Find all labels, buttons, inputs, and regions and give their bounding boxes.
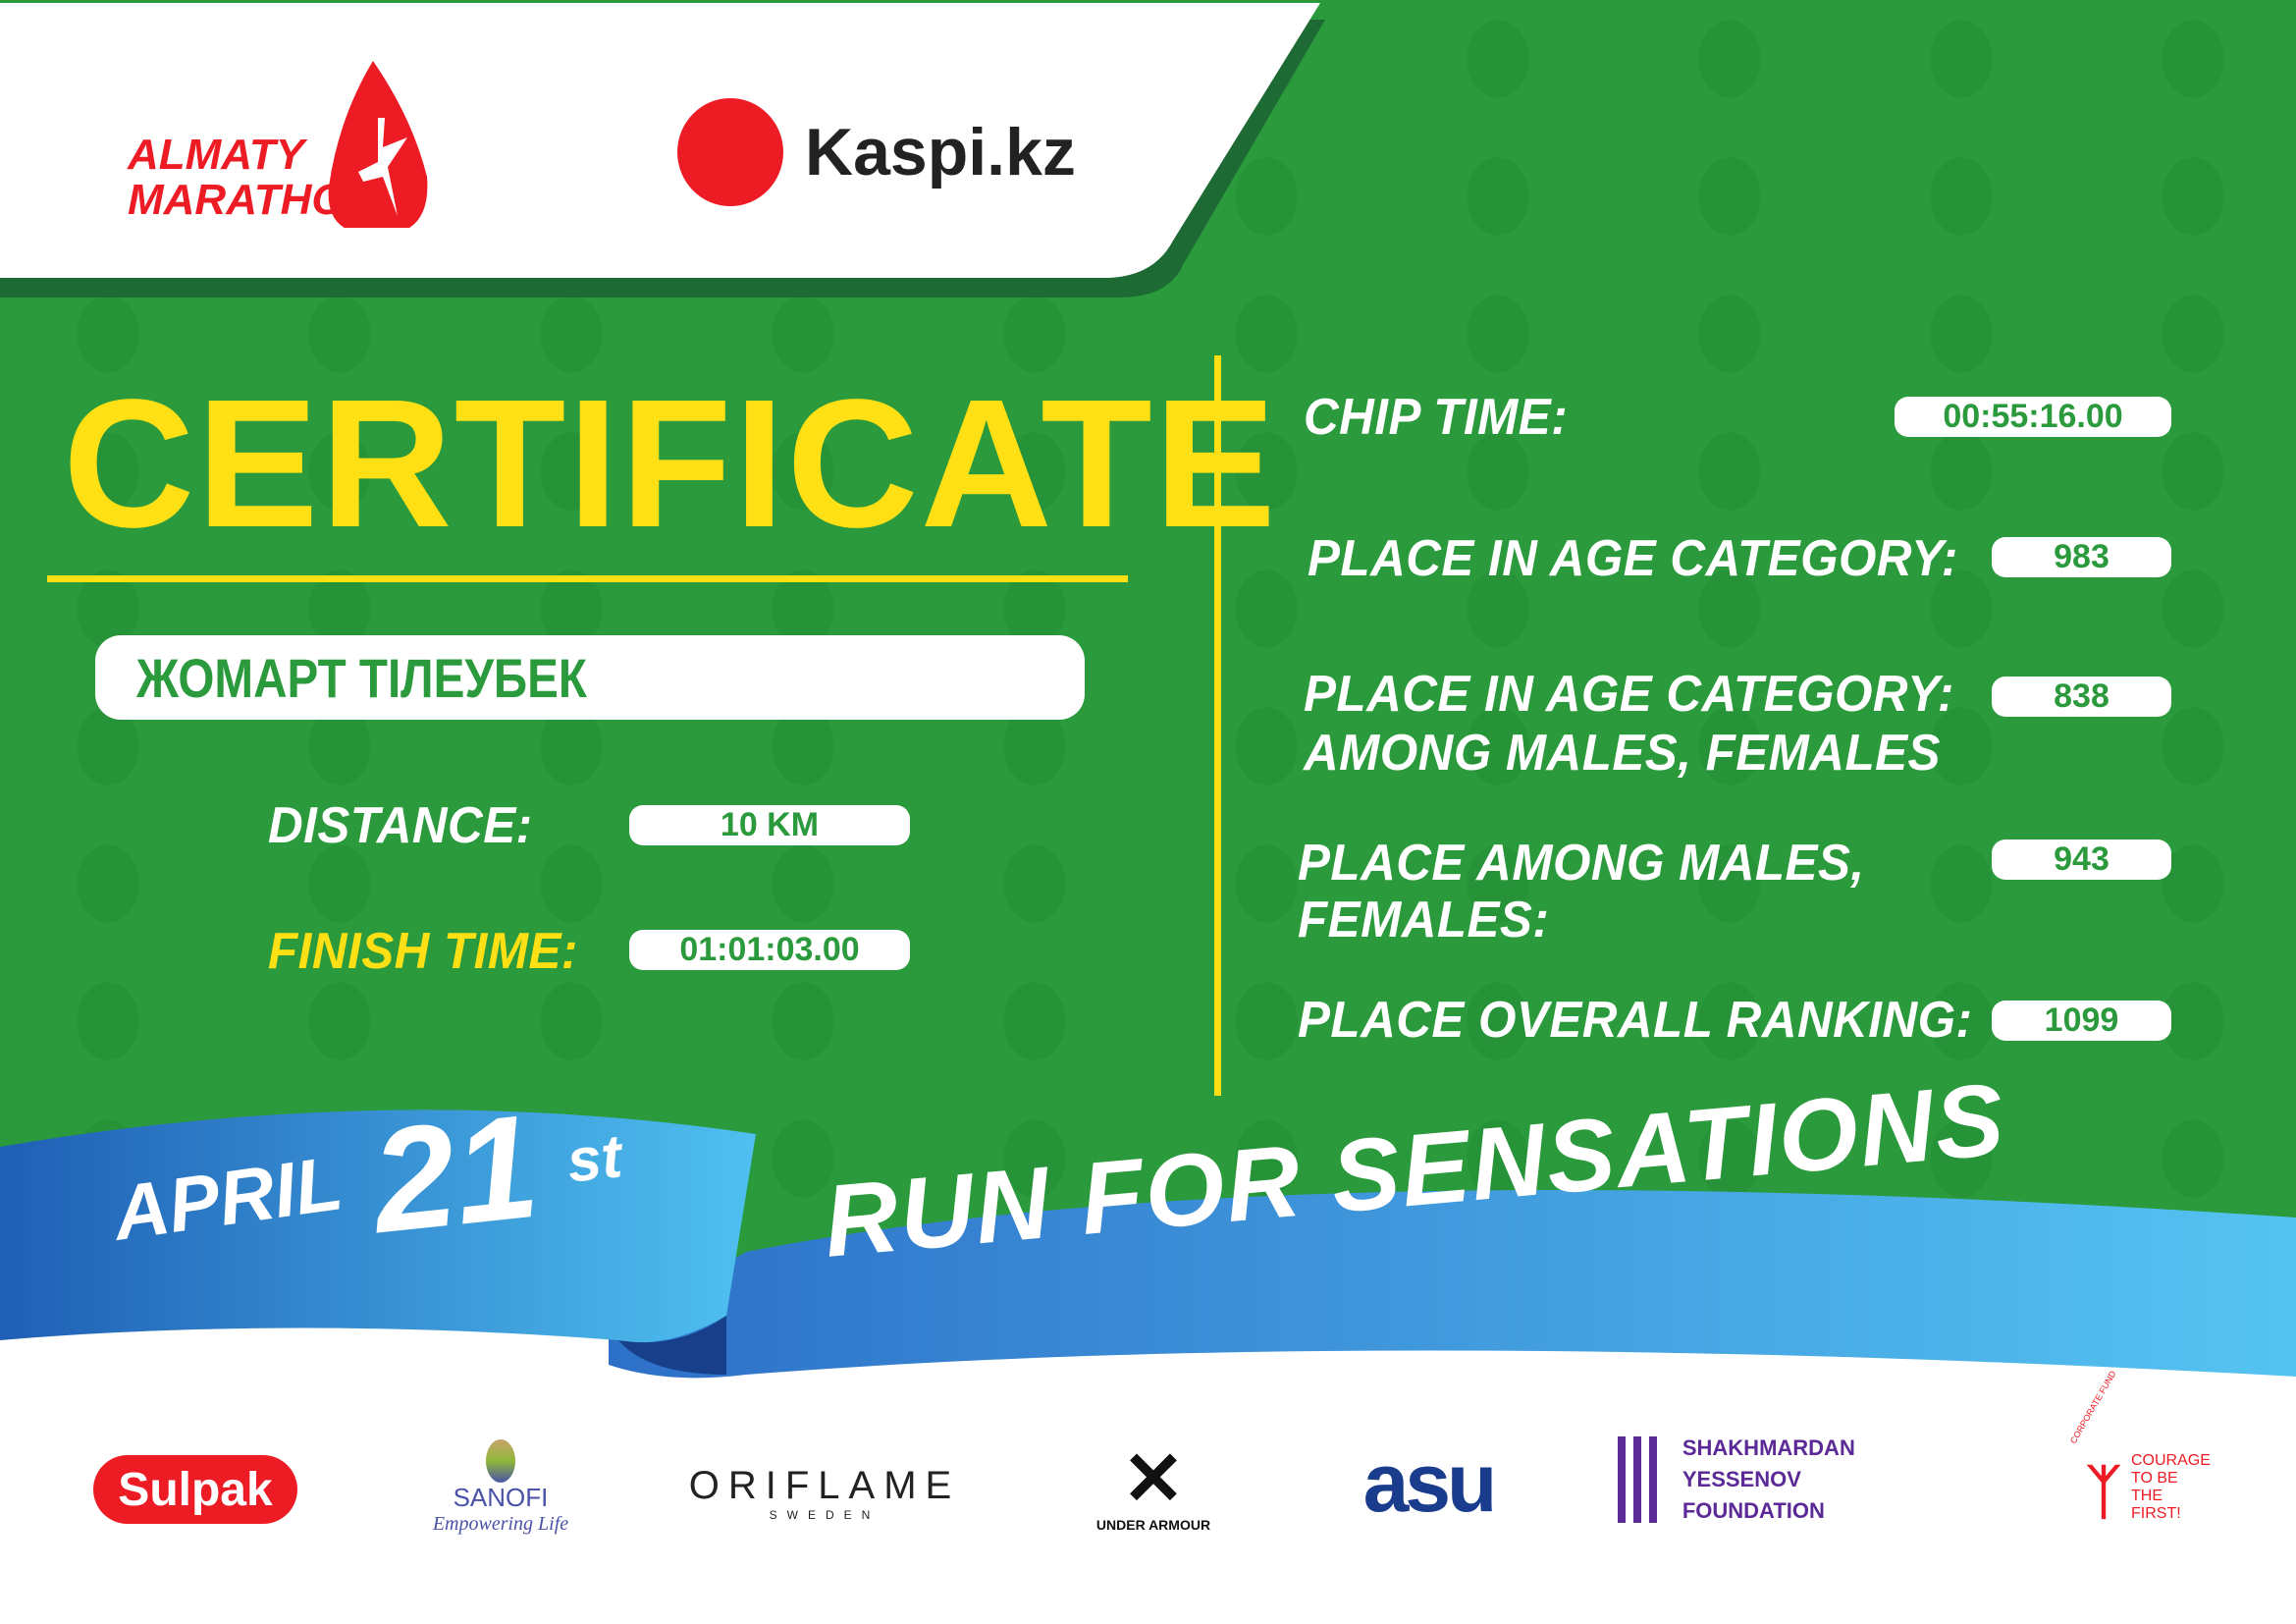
age-category-gender-label-1: PLACE IN AGE CATEGORY: xyxy=(1304,666,1954,723)
oriflame-tagline: SWEDEN xyxy=(769,1507,881,1522)
date-day: 21 xyxy=(364,1082,546,1265)
overall-ranking-value: 1099 xyxy=(1992,1001,2171,1041)
gender-place-label-2: FEMALES: xyxy=(1298,892,1550,948)
partner-logo-oriflame: ORIFLAME SWEDEN xyxy=(687,1463,962,1522)
age-category-value: 983 xyxy=(1992,537,2171,577)
under-armour-icon: ✕ xyxy=(1122,1437,1185,1521)
distance-value: 10 KM xyxy=(629,805,910,845)
kaspi-figures-icon xyxy=(677,98,783,206)
finish-time-label: FINISH TIME: xyxy=(268,923,578,980)
distance-label: DISTANCE: xyxy=(268,797,533,854)
under-armour-name: UNDER ARMOUR xyxy=(1095,1517,1211,1533)
title-underline xyxy=(47,575,1128,582)
almaty-marathon-logo: ALMATY MARATHON xyxy=(128,59,452,236)
corporate-fund-tagline: COURAGE TO BE THE FIRST! xyxy=(2131,1452,2211,1522)
event-logo-text: ALMATY MARATHON xyxy=(128,131,377,224)
participant-name-field: ЖОМАРТ ТІЛЕУБЕК xyxy=(95,635,1085,720)
yessenov-tagline: FOUNDATION xyxy=(1682,1498,1825,1523)
partner-logo-under-armour: ✕ UNDER ARMOUR xyxy=(1070,1438,1237,1537)
chip-time-label: CHIP TIME: xyxy=(1304,389,1569,446)
sanofi-icon xyxy=(486,1439,515,1483)
age-category-gender-label-2: AMONG MALES, FEMALES xyxy=(1304,725,1941,782)
gender-place-value: 943 xyxy=(1992,839,2171,880)
gender-place-label-1: PLACE AMONG MALES, xyxy=(1298,835,1865,892)
partner-logo-sulpak: Sulpak xyxy=(93,1455,297,1524)
finish-time-value: 01:01:03.00 xyxy=(629,930,910,970)
overall-ranking-label: PLACE OVERALL RANKING: xyxy=(1298,992,1973,1049)
partner-logo-asu: asu xyxy=(1362,1435,1498,1529)
oriflame-name: ORIFLAME xyxy=(688,1463,961,1507)
kaspi-logo-text: Kaspi.kz xyxy=(805,115,1076,189)
kaspi-logo: Kaspi.kz xyxy=(677,98,1076,206)
partner-logo-corporate-fund: CORPORATE FUND ᛉ COURAGE TO BE THE FIRST… xyxy=(2056,1369,2214,1537)
yessenov-icon xyxy=(1618,1436,1657,1523)
participant-name: ЖОМАРТ ТІЛЕУБЕК xyxy=(136,646,587,709)
header-panel xyxy=(0,3,1325,298)
partner-logo-sanofi: SANOFI Empowering Life xyxy=(412,1429,589,1546)
age-category-label: PLACE IN AGE CATEGORY: xyxy=(1308,530,1958,587)
corporate-fund-icon: CORPORATE FUND ᛉ xyxy=(2068,1369,2121,1525)
runner-drop-icon xyxy=(328,61,428,236)
chip-time-value: 00:55:16.00 xyxy=(1895,397,2171,437)
ribbon-banner xyxy=(0,1110,2296,1624)
yessenov-name: SHAKHMARDAN YESSENOV xyxy=(1682,1435,1855,1491)
sanofi-tagline: Empowering Life xyxy=(432,1513,569,1535)
date-suffix: st xyxy=(563,1122,625,1196)
sanofi-name: SANOFI xyxy=(453,1483,549,1512)
partner-logo-yessenov: SHAKHMARDAN YESSENOV FOUNDATION xyxy=(1618,1435,1951,1524)
age-category-gender-value: 838 xyxy=(1992,677,2171,717)
certificate-title: CERTIFICATE xyxy=(63,362,1278,566)
divider-line xyxy=(1214,355,1221,1096)
